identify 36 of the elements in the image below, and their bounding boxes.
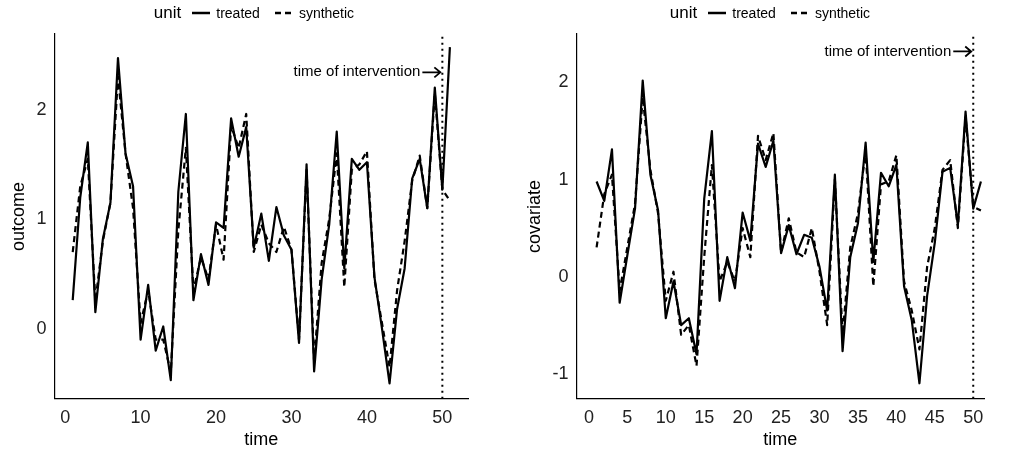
x-tick-label: 35: [847, 406, 868, 427]
y-tick-label: 0: [558, 265, 569, 286]
legend-label: treated: [216, 5, 260, 21]
x-tick-label: 20: [732, 406, 753, 427]
x-tick-label: 10: [655, 406, 676, 427]
x-tick-label: 45: [924, 406, 945, 427]
x-tick-label: 30: [809, 406, 830, 427]
x-tick-label: 5: [622, 406, 633, 427]
y-tick-label: 1: [558, 168, 569, 189]
legend-title: unit: [153, 3, 182, 23]
legend-label: synthetic: [814, 5, 871, 21]
x-axis-title: time: [763, 429, 798, 450]
y-tick-label: 0: [36, 317, 47, 338]
y-tick-label: -1: [552, 362, 569, 383]
x-tick-label: 30: [281, 406, 302, 427]
x-tick-label: 0: [583, 406, 594, 427]
x-tick-label: 50: [432, 406, 453, 427]
y-tick-label: 2: [36, 98, 47, 119]
y-tick-label: 1: [36, 208, 47, 229]
x-tick-label: 20: [206, 406, 227, 427]
x-tick-label: 15: [694, 406, 715, 427]
legend-label: synthetic: [298, 5, 355, 21]
x-tick-label: 40: [886, 406, 907, 427]
x-tick-label: 10: [130, 406, 151, 427]
x-tick-label: 50: [963, 406, 984, 427]
x-tick-label: 40: [356, 406, 377, 427]
x-tick-label: 0: [60, 406, 71, 427]
x-axis-title: time: [244, 429, 279, 450]
annotation: time of intervention: [293, 62, 421, 80]
legend-label: treated: [732, 5, 776, 21]
y-axis-title: outcome: [7, 181, 28, 251]
annotation: time of intervention: [824, 41, 952, 59]
y-tick-label: 2: [558, 71, 569, 92]
legend-title: unit: [669, 3, 698, 23]
x-tick-label: 25: [771, 406, 792, 427]
y-axis-title: covariate: [523, 179, 544, 253]
